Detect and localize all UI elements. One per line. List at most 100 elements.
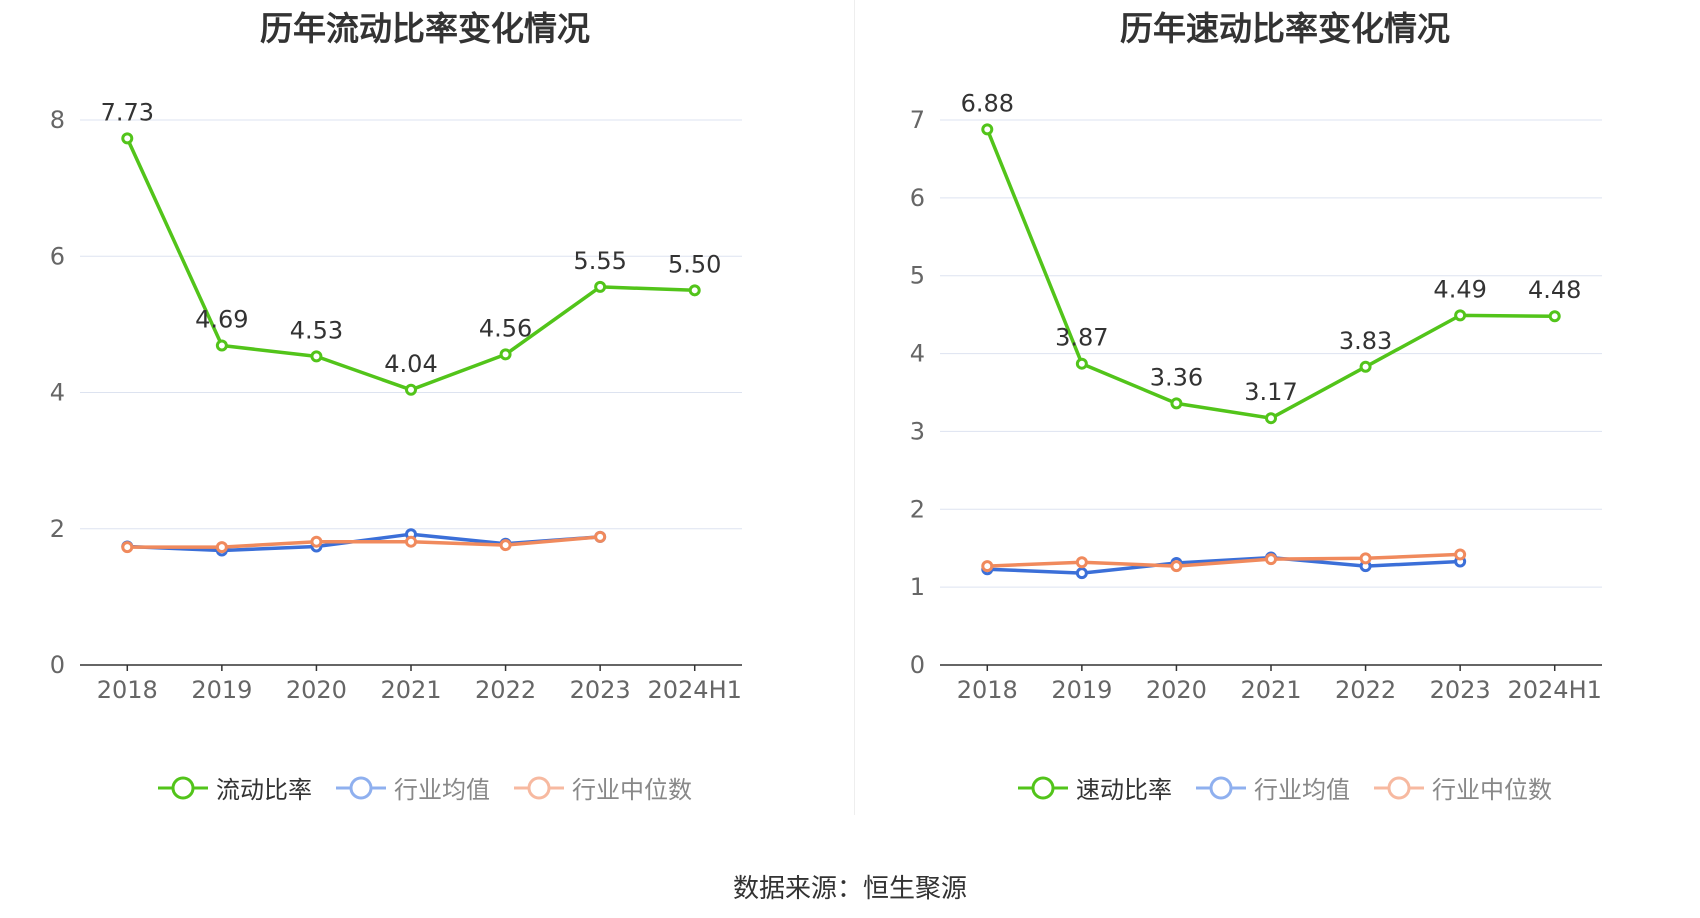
data-point-main bbox=[688, 284, 701, 297]
x-tick-label: 2024H1 bbox=[648, 676, 742, 704]
chart-title: 历年速动比率变化情况 bbox=[1120, 9, 1450, 48]
y-tick-label: 5 bbox=[910, 262, 925, 290]
legend-item-quick-ratio[interactable]: 速动比率 bbox=[1018, 770, 1172, 805]
data-point-median bbox=[981, 560, 994, 573]
data-label: 3.17 bbox=[1244, 378, 1297, 406]
current-ratio-chart: 0 2 4 6 8 2018 2019 2020 2021 2022 2023 2024H1 7.73 4… bbox=[50, 98, 742, 704]
y-tick-label: 4 bbox=[50, 379, 65, 407]
data-point-main bbox=[310, 350, 323, 363]
y-tick-label: 4 bbox=[910, 340, 925, 368]
x-tick-label: 2019 bbox=[1051, 676, 1112, 704]
data-point-median bbox=[121, 541, 134, 554]
legend-line-circle-icon bbox=[158, 776, 208, 799]
data-point-main bbox=[499, 348, 512, 361]
data-point-main bbox=[1548, 310, 1561, 323]
data-point-median bbox=[1075, 556, 1088, 569]
legend-item-industry-median[interactable]: 行业中位数 bbox=[514, 770, 692, 805]
y-tick-label: 2 bbox=[910, 495, 925, 523]
data-label: 4.56 bbox=[479, 314, 532, 342]
quick-ratio-chart: 0 1 2 3 4 5 6 7 2018 2019 2020 2021 2022 2023 2024H1 6.… bbox=[910, 89, 1602, 704]
data-point-main bbox=[215, 339, 228, 352]
data-label: 7.73 bbox=[101, 98, 154, 126]
x-tick-label: 2018 bbox=[957, 676, 1018, 704]
data-label: 3.87 bbox=[1055, 324, 1108, 352]
legend-label: 流动比率 bbox=[216, 776, 312, 804]
data-label: 3.83 bbox=[1339, 327, 1392, 355]
legend: 速动比率 行业均值 行业中位数 bbox=[860, 770, 1700, 805]
chart-title: 历年流动比率变化情况 bbox=[260, 9, 590, 48]
data-point-median bbox=[1359, 552, 1372, 565]
x-tick-label: 2020 bbox=[286, 676, 347, 704]
series-line-avg bbox=[987, 555, 1461, 575]
legend-label: 行业均值 bbox=[1254, 776, 1350, 804]
current-ratio-chart-panel: 历年流动比率变化情况 0 2 4 6 8 2018 2019 2020 2021 2022 2023… bbox=[0, 0, 850, 830]
legend-line-circle-icon bbox=[1196, 776, 1246, 799]
data-label: 5.50 bbox=[668, 250, 721, 278]
data-point-main bbox=[1170, 397, 1183, 410]
y-tick-label: 0 bbox=[910, 651, 925, 679]
data-point-median bbox=[1170, 560, 1183, 573]
x-tick-label: 2019 bbox=[191, 676, 252, 704]
x-tick-label: 2020 bbox=[1146, 676, 1207, 704]
data-point-median bbox=[594, 530, 607, 543]
data-point-main bbox=[981, 123, 994, 136]
y-tick-label: 6 bbox=[50, 242, 65, 270]
data-label: 4.49 bbox=[1433, 275, 1486, 303]
data-label: 3.36 bbox=[1150, 363, 1203, 391]
data-point-median bbox=[215, 541, 228, 554]
legend-item-industry-average[interactable]: 行业均值 bbox=[336, 770, 490, 805]
legend-item-industry-median[interactable]: 行业中位数 bbox=[1374, 770, 1552, 805]
data-label: 4.04 bbox=[384, 350, 437, 378]
x-tick-label: 2023 bbox=[570, 676, 631, 704]
legend-line-circle-icon bbox=[1374, 776, 1424, 799]
x-tick-label: 2021 bbox=[380, 676, 441, 704]
data-point-median bbox=[310, 535, 323, 548]
legend-label: 行业中位数 bbox=[572, 776, 692, 804]
y-tick-label: 8 bbox=[50, 106, 65, 134]
x-tick-label: 2021 bbox=[1240, 676, 1301, 704]
x-tick-label: 2022 bbox=[1335, 676, 1396, 704]
data-point-main bbox=[1359, 360, 1372, 373]
data-point-main bbox=[1075, 357, 1088, 370]
x-tick-label: 2024H1 bbox=[1508, 676, 1602, 704]
y-tick-label: 3 bbox=[910, 417, 925, 445]
data-point-main bbox=[405, 383, 417, 396]
y-tick-label: 1 bbox=[910, 573, 925, 601]
data-point-median bbox=[499, 539, 512, 552]
legend-line-circle-icon bbox=[514, 776, 564, 799]
legend: 流动比率 行业均值 行业中位数 bbox=[0, 770, 850, 805]
data-label: 6.88 bbox=[961, 89, 1014, 117]
y-tick-label: 6 bbox=[910, 184, 925, 212]
data-label: 4.69 bbox=[195, 305, 248, 333]
series-line-main bbox=[985, 128, 1555, 420]
data-source-note: 数据来源：恒生聚源 bbox=[732, 874, 967, 904]
data-label: 4.48 bbox=[1528, 276, 1581, 304]
data-point-main bbox=[121, 132, 134, 145]
data-point-median bbox=[1454, 548, 1467, 561]
panel-divider bbox=[854, 0, 855, 815]
legend-item-current-ratio[interactable]: 流动比率 bbox=[158, 770, 312, 805]
quick-ratio-chart-panel: 历年速动比率变化情况 0 1 2 3 4 5 6 7 2018 2019 2020 2021 2022 2… bbox=[860, 0, 1700, 830]
legend-label: 行业中位数 bbox=[1432, 776, 1552, 804]
legend-line-circle-icon bbox=[1018, 776, 1068, 799]
data-point-main bbox=[1265, 412, 1277, 425]
y-tick-label: 2 bbox=[50, 515, 65, 543]
data-point-median bbox=[405, 535, 417, 548]
data-label: 5.55 bbox=[573, 247, 626, 275]
legend-label: 行业均值 bbox=[394, 776, 490, 804]
data-point-median bbox=[1265, 553, 1277, 566]
data-point-avg bbox=[1075, 567, 1088, 580]
legend-label: 速动比率 bbox=[1076, 776, 1172, 804]
x-tick-label: 2023 bbox=[1430, 676, 1491, 704]
y-tick-label: 7 bbox=[910, 106, 925, 134]
x-tick-label: 2022 bbox=[475, 676, 536, 704]
data-label: 4.53 bbox=[290, 316, 343, 344]
data-point-main bbox=[1454, 309, 1467, 322]
y-tick-label: 0 bbox=[50, 651, 65, 679]
data-point-main bbox=[594, 280, 607, 293]
legend-item-industry-average[interactable]: 行业均值 bbox=[1196, 770, 1350, 805]
x-tick-label: 2018 bbox=[97, 676, 158, 704]
series-line-median bbox=[127, 535, 601, 549]
legend-line-circle-icon bbox=[336, 776, 386, 799]
series-line-median bbox=[987, 552, 1461, 568]
